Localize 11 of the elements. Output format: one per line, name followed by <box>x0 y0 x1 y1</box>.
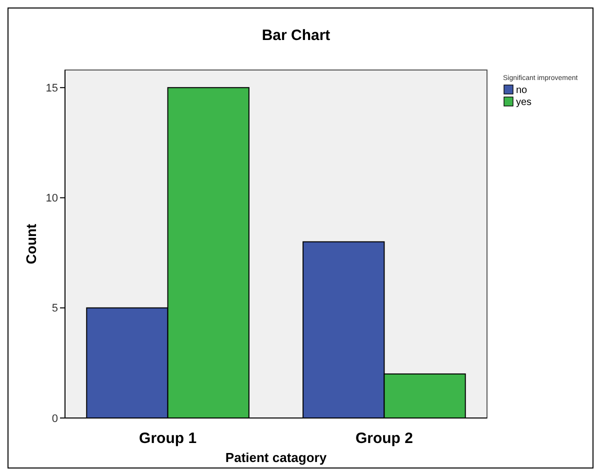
x-tick-label: Group 1 <box>139 430 197 447</box>
x-axis-title: Patient catagory <box>225 450 328 465</box>
chart-title: Bar Chart <box>262 27 330 44</box>
y-tick-label: 5 <box>52 302 58 315</box>
legend-label: no <box>516 85 528 96</box>
y-tick-label: 15 <box>46 82 58 94</box>
y-tick-label: 10 <box>46 192 58 205</box>
legend-label: yes <box>516 97 532 108</box>
y-tick-label: 0 <box>52 412 58 425</box>
x-tick-label: Group 2 <box>355 430 413 447</box>
y-axis-title: Count <box>23 223 39 264</box>
